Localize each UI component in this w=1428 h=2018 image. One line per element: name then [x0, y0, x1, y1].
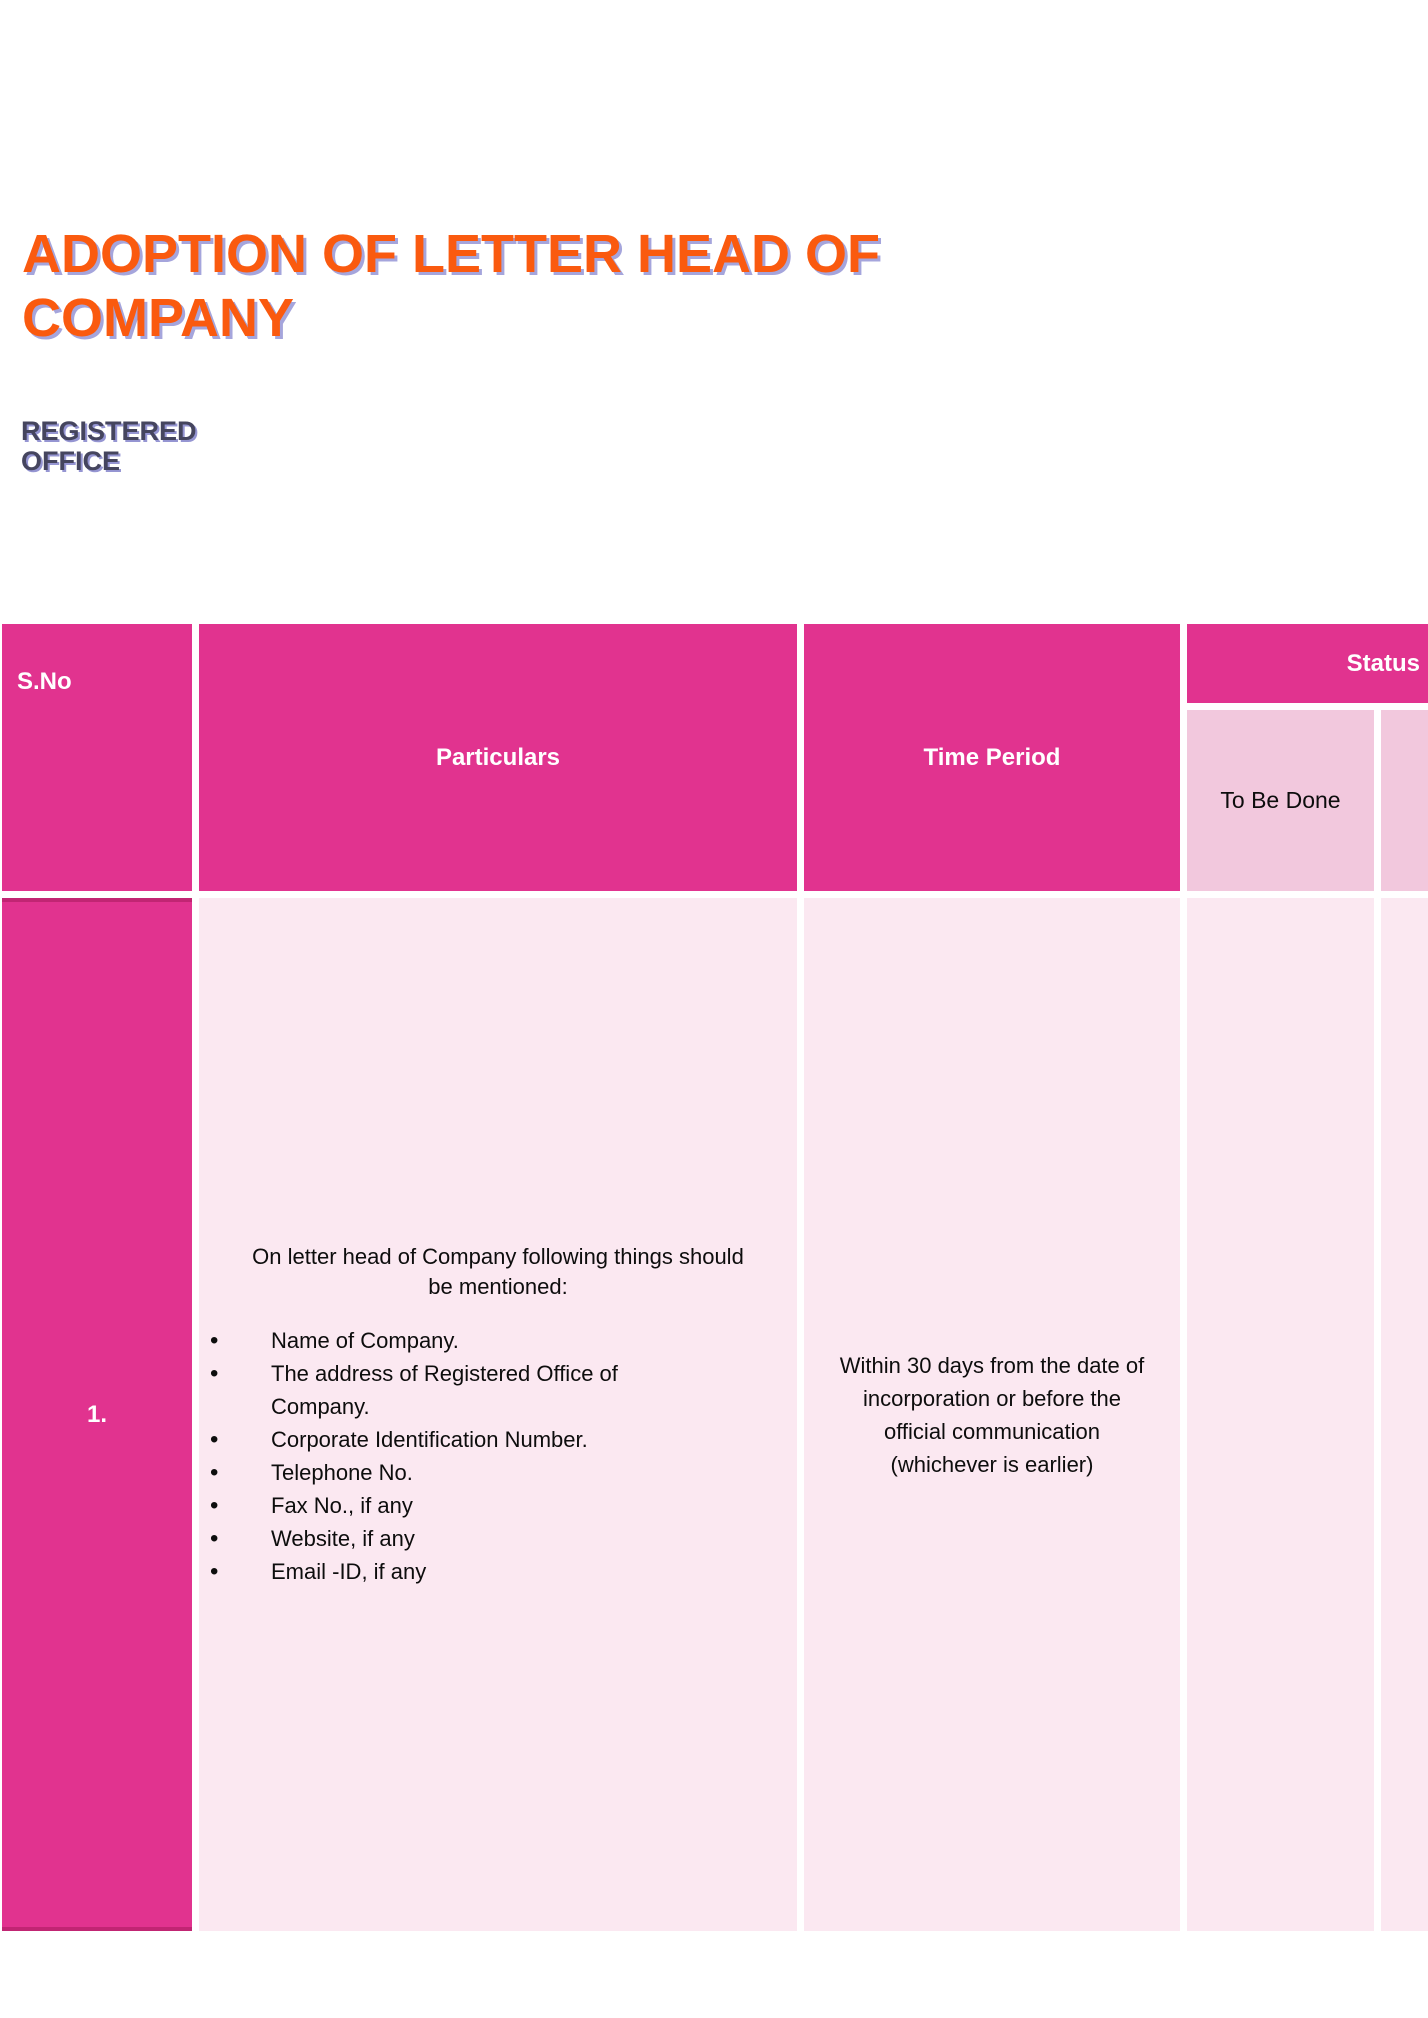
list-item-text: Email -ID, if any	[271, 1558, 427, 1584]
list-item-text: Corporate Identification Number.	[271, 1426, 588, 1452]
checklist-table: S.No Particulars Time Period Status To B…	[2, 624, 1428, 1931]
list-item-text: Telephone No.	[271, 1459, 413, 1485]
page-title: ADOPTION OF LETTER HEAD OF COMPANY	[22, 224, 880, 348]
page-subtitle: REGISTERED OFFICE	[21, 416, 197, 476]
list-item: • Fax No., if any	[207, 1489, 797, 1522]
list-item: • Email -ID, if any	[207, 1555, 797, 1588]
list-item: • Website, if any	[207, 1522, 797, 1555]
list-item-text: Name of Company.	[271, 1327, 459, 1353]
time-period-text: Within 30 days from the date of incorpor…	[839, 1352, 1145, 1477]
header-cell-to-be-done: To Be Done	[1187, 710, 1374, 891]
bullet-icon: •	[210, 1359, 219, 1387]
header-label-time-period: Time Period	[923, 743, 1061, 771]
particulars-bullet-list: • Name of Company. • The address of Regi…	[199, 1324, 797, 1588]
list-item-text: Fax No., if any	[271, 1492, 413, 1518]
list-item: • Telephone No.	[207, 1456, 797, 1489]
row-cell-status-extra	[1381, 898, 1428, 1931]
row-cell-to-be-done	[1187, 898, 1374, 1931]
row-cell-serial-number: 1.	[2, 898, 192, 1931]
bullet-icon: •	[210, 1491, 219, 1519]
bullet-icon: •	[210, 1557, 219, 1585]
row-cell-particulars: On letter head of Company following thin…	[199, 898, 797, 1931]
bullet-icon: •	[210, 1524, 219, 1552]
list-item-text: The address of Registered Office of Comp…	[271, 1360, 618, 1419]
row-cell-time-period: Within 30 days from the date of incorpor…	[804, 898, 1180, 1931]
particulars-intro-text: On letter head of Company following thin…	[252, 1243, 744, 1299]
list-item: • The address of Registered Office of Co…	[207, 1357, 797, 1423]
bullet-icon: •	[210, 1326, 219, 1354]
header-cell-status: Status	[1187, 624, 1428, 703]
bullet-icon: •	[210, 1425, 219, 1453]
list-item: • Corporate Identification Number.	[207, 1423, 797, 1456]
header-cell-sno: S.No	[2, 624, 192, 891]
header-label-status: Status	[1346, 649, 1420, 677]
header-cell-time-period: Time Period	[804, 624, 1180, 891]
list-item: • Name of Company.	[207, 1324, 797, 1357]
header-cell-particulars: Particulars	[199, 624, 797, 891]
header-label-to-be-done: To Be Done	[1220, 787, 1341, 813]
bullet-icon: •	[210, 1458, 219, 1486]
list-item-text: Website, if any	[271, 1525, 415, 1551]
header-cell-status-extra	[1381, 710, 1428, 891]
header-label-particulars: Particulars	[435, 743, 561, 771]
